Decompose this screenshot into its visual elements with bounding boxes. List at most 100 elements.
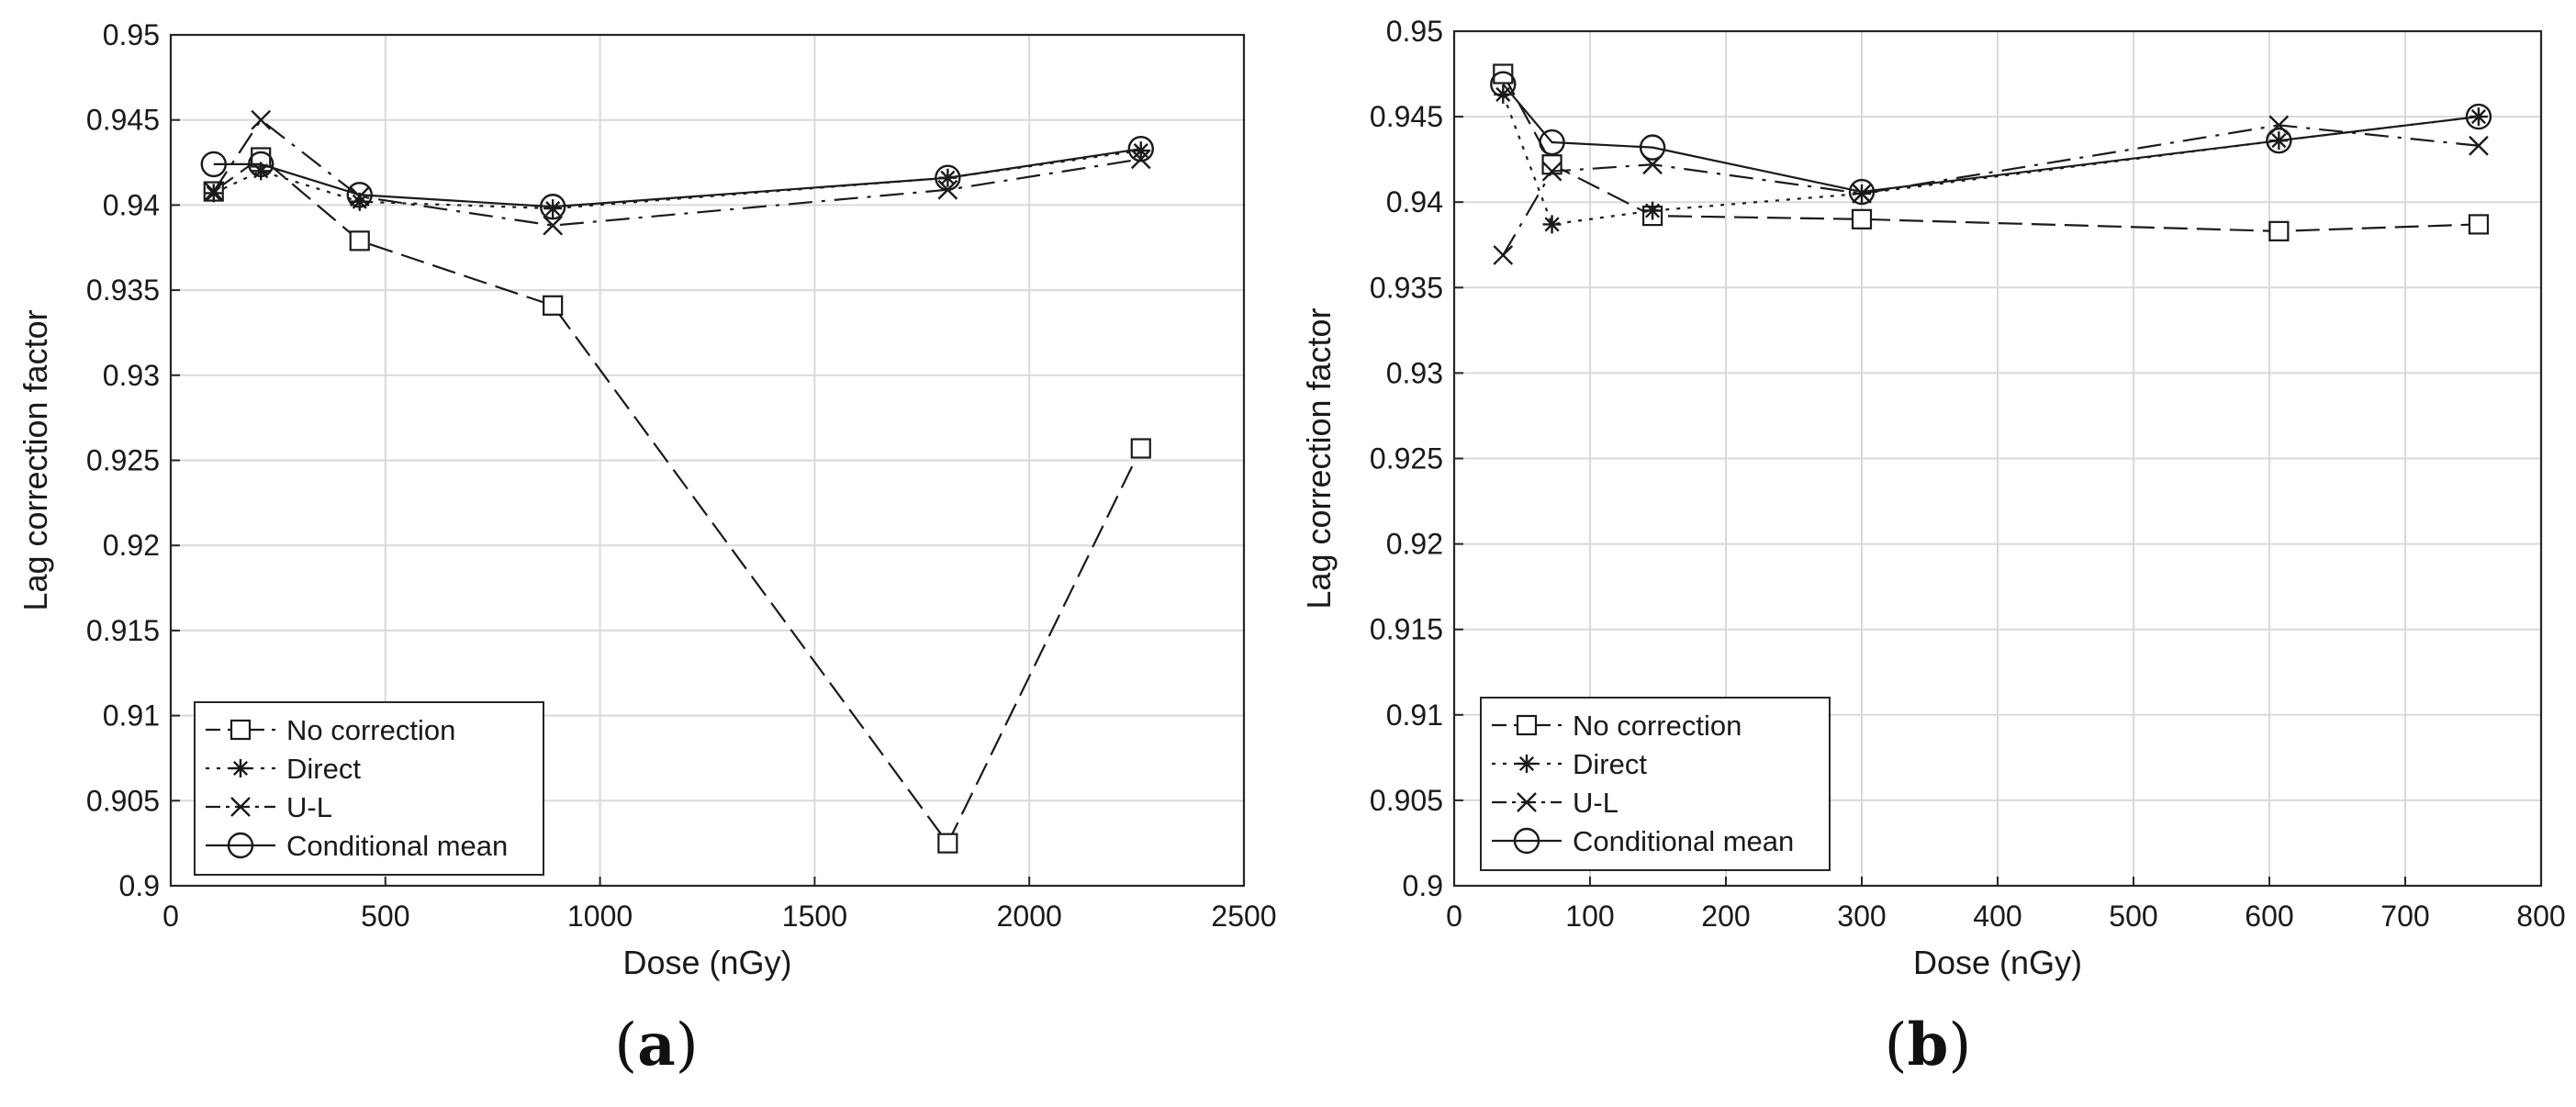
data-point — [1494, 84, 1513, 104]
panel-label: (a) — [614, 1011, 698, 1079]
legend-circle-marker — [227, 832, 254, 859]
data-point — [200, 151, 227, 178]
legend-label: Conditional mean — [1573, 825, 1794, 857]
data-point — [1639, 134, 1666, 161]
y-tick-label: 0.91 — [1386, 699, 1443, 732]
data-point — [2266, 127, 2292, 154]
y-tick-label: 0.92 — [1386, 528, 1443, 561]
data-point — [346, 182, 373, 208]
data-point — [2268, 220, 2290, 241]
data-point — [935, 164, 961, 191]
legend-label: U-L — [1573, 787, 1618, 819]
y-tick-label: 0.95 — [1386, 15, 1443, 48]
data-point — [543, 199, 563, 218]
x-tick-label: 700 — [2380, 900, 2429, 933]
legend-label: Direct — [286, 753, 361, 785]
x-tick-label: 2000 — [997, 900, 1062, 933]
series-line — [213, 148, 1141, 208]
y-tick-label: 0.94 — [1386, 185, 1443, 218]
data-point — [1490, 71, 1517, 97]
data-point — [2469, 135, 2489, 156]
x-tick-label: 300 — [1837, 900, 1886, 933]
data-point — [349, 186, 370, 207]
x-axis-label: Dose (nGy) — [622, 944, 791, 981]
series-line — [1502, 73, 2479, 232]
data-point — [1130, 149, 1151, 170]
y-axis-label: Lag correction factor — [1300, 308, 1338, 609]
y-tick-label: 0.93 — [1386, 356, 1443, 389]
legend-square-marker — [1516, 714, 1538, 736]
y-tick-label: 0.925 — [1370, 442, 1443, 475]
legend-asterisk-marker — [1518, 755, 1536, 773]
plot-frame — [169, 33, 1246, 888]
y-tick-label: 0.905 — [1370, 784, 1443, 817]
y-tick-label: 0.95 — [103, 18, 160, 51]
data-point — [1542, 215, 1562, 234]
data-point — [1851, 208, 1873, 229]
data-point — [349, 230, 370, 252]
series-line — [1502, 124, 2480, 256]
x-axis-label: Dose (nGy) — [1913, 944, 2082, 981]
x-tick-label: 800 — [2516, 900, 2565, 933]
data-point — [350, 192, 369, 211]
x-tick-label: 1500 — [782, 900, 847, 933]
x-tick-label: 2500 — [1211, 900, 1276, 933]
data-point — [539, 194, 566, 220]
y-tick-label: 0.945 — [86, 104, 160, 137]
data-point — [247, 151, 274, 178]
legend-x-marker — [230, 797, 251, 817]
y-tick-label: 0.945 — [1370, 100, 1443, 133]
data-point — [543, 295, 564, 316]
legend-label: Direct — [1573, 748, 1647, 780]
legend-x-marker — [1517, 792, 1537, 812]
x-tick-label: 200 — [1701, 900, 1750, 933]
data-point — [203, 181, 224, 202]
x-tick-label: 500 — [361, 900, 409, 933]
legend: No correction Direct U-L Conditional mean — [194, 701, 544, 876]
y-tick-label: 0.925 — [86, 444, 160, 477]
data-point — [1852, 184, 1872, 204]
x-tick-label: 400 — [1973, 900, 2022, 933]
chart-panel-b: 0 100 200 300 400 500 600 700 800 0.9 0.905 0.91 0.9… — [1300, 15, 2566, 1079]
y-tick-label: 0.91 — [103, 699, 160, 732]
data-point — [1539, 129, 1565, 156]
data-point — [1643, 201, 1663, 220]
x-tick-label: 600 — [2245, 900, 2293, 933]
legend-label: Conditional mean — [286, 830, 508, 862]
series-conditional-mean — [1490, 71, 2492, 206]
y-tick-label: 0.935 — [86, 274, 160, 307]
x-tick-label: 0 — [162, 900, 179, 933]
data-point — [251, 109, 272, 130]
legend-label: No correction — [1573, 710, 1742, 742]
x-tick-label: 0 — [1446, 900, 1462, 933]
y-tick-label: 0.92 — [103, 529, 160, 562]
legend-circle-marker — [1513, 827, 1540, 855]
y-tick-label: 0.9 — [119, 869, 160, 902]
data-point — [1127, 136, 1154, 162]
legend: No correction Direct U-L Conditional mean — [1480, 697, 1831, 871]
data-point — [1848, 178, 1876, 206]
series-u-l — [203, 109, 1151, 236]
legend-label: No correction — [286, 714, 455, 746]
y-tick-label: 0.935 — [1370, 271, 1443, 304]
series-conditional-mean — [200, 136, 1154, 220]
legend-label: U-L — [286, 791, 332, 823]
y-tick-label: 0.915 — [86, 614, 160, 647]
x-tick-label: 500 — [2109, 900, 2157, 933]
data-point — [543, 215, 564, 236]
data-point — [1541, 161, 1562, 182]
x-tick-label: 100 — [1565, 900, 1614, 933]
y-tick-label: 0.94 — [103, 188, 160, 221]
data-point — [2465, 103, 2492, 130]
data-point — [1130, 438, 1151, 459]
data-point — [204, 184, 223, 203]
panel-label: (b) — [1885, 1011, 1972, 1079]
data-point — [1131, 141, 1150, 161]
chart-panel-a: 0 500 1000 1500 2000 2500 0.9 0.905 0.91 0.915 0.9… — [17, 18, 1277, 1079]
x-tick-label: 1000 — [567, 900, 633, 933]
data-point — [252, 162, 271, 181]
y-tick-label: 0.905 — [86, 784, 160, 817]
y-tick-label: 0.9 — [1403, 869, 1443, 902]
y-tick-label: 0.915 — [1370, 613, 1443, 646]
